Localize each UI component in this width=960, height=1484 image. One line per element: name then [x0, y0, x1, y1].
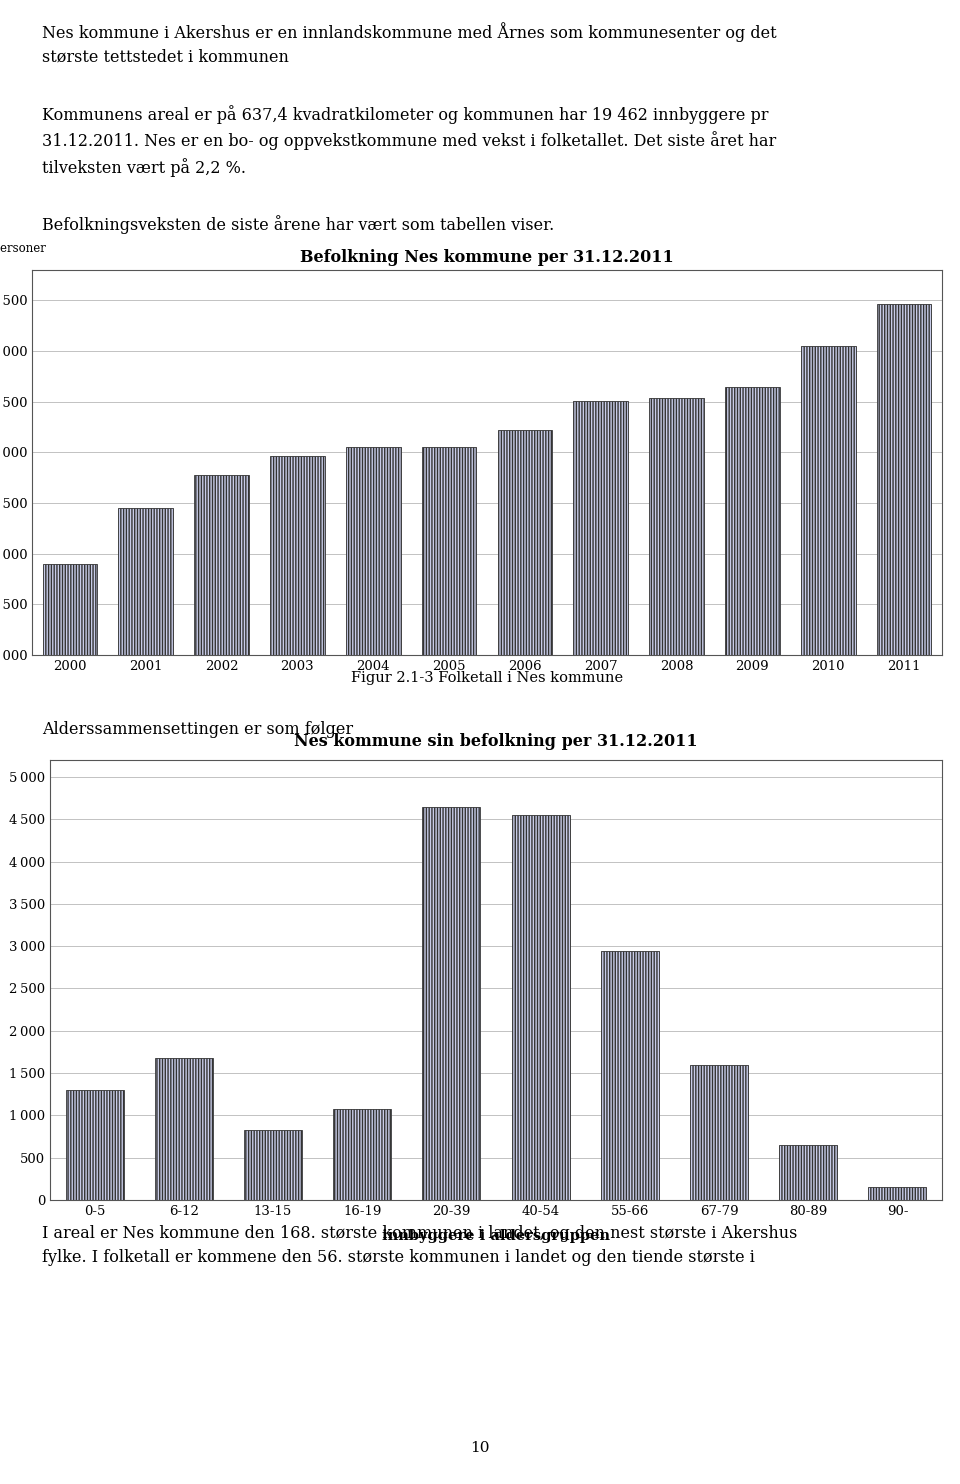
Bar	[801, 346, 855, 1484]
Bar	[573, 401, 628, 1484]
Text: Nes kommune i Akershus er en innlandskommune med Årnes som kommunesenter og det
: Nes kommune i Akershus er en innlandskom…	[42, 22, 777, 65]
Bar	[869, 1187, 926, 1201]
Bar	[244, 1129, 302, 1201]
Bar	[690, 1066, 748, 1201]
Bar	[333, 1109, 391, 1201]
Bar	[601, 951, 659, 1201]
Bar	[118, 508, 173, 1484]
Bar	[421, 447, 476, 1484]
Text: I areal er Nes kommune den 168. største kommunen i landet, og den nest største i: I areal er Nes kommune den 168. største …	[42, 1224, 798, 1266]
Title: Nes kommune sin befolkning per 31.12.2011: Nes kommune sin befolkning per 31.12.201…	[294, 733, 698, 749]
Text: Alderssammensettingen er som følger: Alderssammensettingen er som følger	[42, 721, 353, 738]
Bar	[649, 398, 704, 1484]
Bar	[876, 304, 931, 1484]
Bar	[512, 815, 569, 1201]
Text: Kommunens areal er på 637,4 kvadratkilometer og kommunen har 19 462 innbyggere p: Kommunens areal er på 637,4 kvadratkilom…	[42, 105, 777, 177]
Text: Figur 2.1-3 Folketall i Nes kommune: Figur 2.1-3 Folketall i Nes kommune	[351, 671, 623, 686]
Bar	[42, 564, 97, 1484]
X-axis label: innbyggere i aldersgruppen: innbyggere i aldersgruppen	[382, 1229, 610, 1244]
Bar	[155, 1058, 213, 1201]
Bar	[725, 386, 780, 1484]
Bar	[422, 807, 480, 1201]
Bar	[346, 447, 400, 1484]
Title: Befolkning Nes kommune per 31.12.2011: Befolkning Nes kommune per 31.12.2011	[300, 249, 674, 266]
Bar	[65, 1091, 124, 1201]
Bar	[270, 457, 324, 1484]
Text: Ant personer: Ant personer	[0, 242, 46, 255]
Text: 10: 10	[470, 1441, 490, 1454]
Bar	[497, 430, 552, 1484]
Bar	[194, 475, 249, 1484]
Bar	[780, 1146, 837, 1201]
Text: Befolkningsveksten de siste årene har vært som tabellen viser.: Befolkningsveksten de siste årene har væ…	[42, 215, 554, 234]
